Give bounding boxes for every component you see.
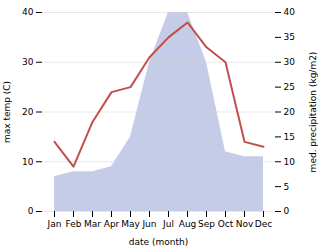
svg-text:Sep: Sep (198, 219, 215, 229)
svg-text:35: 35 (284, 32, 295, 42)
svg-text:30: 30 (284, 57, 296, 67)
svg-text:Jan: Jan (47, 219, 62, 229)
svg-text:40: 40 (22, 7, 34, 17)
svg-text:10: 10 (284, 157, 296, 167)
svg-text:30: 30 (22, 57, 34, 67)
svg-text:25: 25 (284, 82, 295, 92)
svg-text:med. precipitation (kg/m2): med. precipitation (kg/m2) (308, 52, 318, 173)
svg-text:10: 10 (22, 157, 34, 167)
svg-text:0: 0 (28, 206, 34, 216)
svg-text:max temp (C): max temp (C) (2, 81, 12, 143)
svg-text:May: May (121, 219, 140, 229)
svg-text:Dec: Dec (255, 219, 272, 229)
svg-text:0: 0 (284, 206, 290, 216)
svg-text:5: 5 (284, 182, 290, 192)
svg-text:Jun: Jun (141, 219, 156, 229)
svg-text:Jul: Jul (162, 219, 174, 229)
svg-text:Oct: Oct (218, 219, 234, 229)
svg-text:20: 20 (284, 107, 296, 117)
svg-text:15: 15 (284, 132, 295, 142)
svg-text:Apr: Apr (104, 219, 120, 229)
svg-text:40: 40 (284, 7, 296, 17)
svg-text:Nov: Nov (236, 219, 254, 229)
svg-text:date (month): date (month) (129, 237, 188, 247)
svg-text:Feb: Feb (66, 219, 82, 229)
svg-text:20: 20 (22, 107, 34, 117)
svg-text:Aug: Aug (179, 219, 197, 229)
svg-text:Mar: Mar (84, 219, 101, 229)
